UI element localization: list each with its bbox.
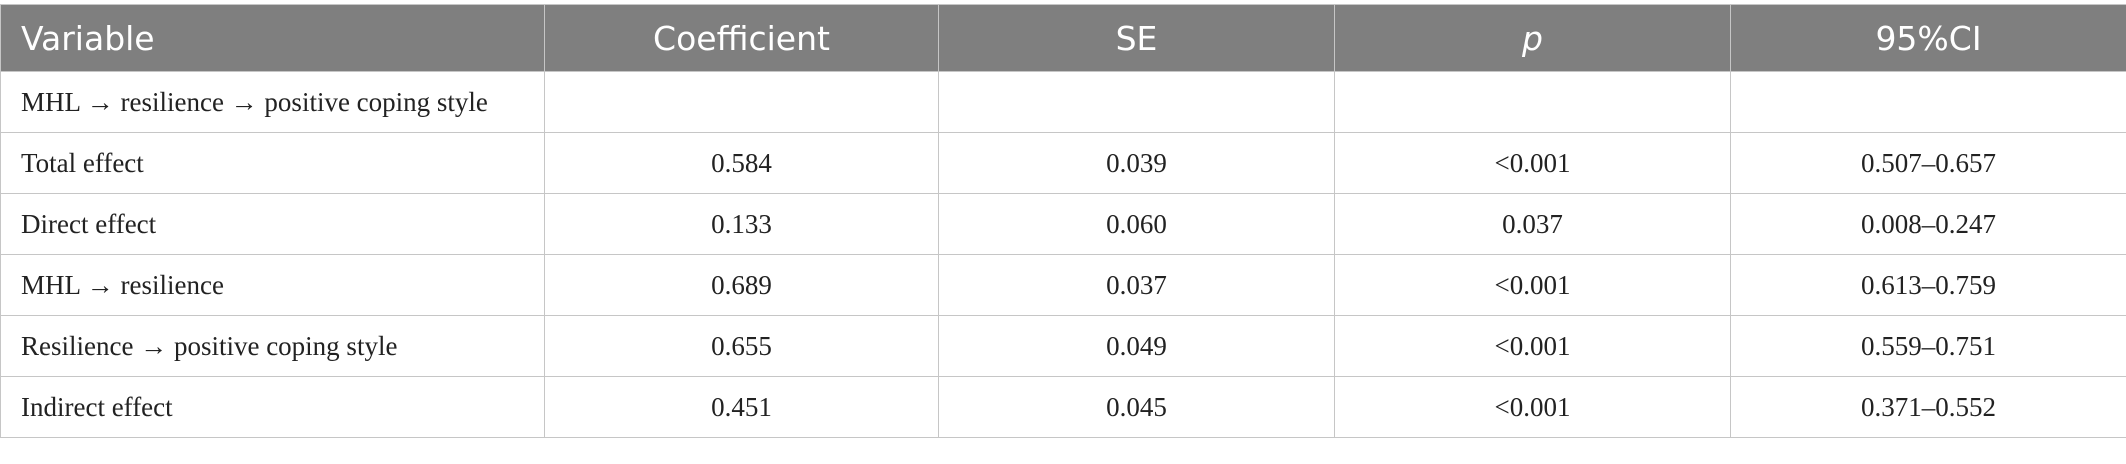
table-cell: 0.689 <box>545 255 939 316</box>
table-cell: 0.655 <box>545 316 939 377</box>
column-header: SE <box>939 5 1335 72</box>
empty-cell <box>1335 72 1731 133</box>
table-cell: 0.045 <box>939 377 1335 438</box>
row-label: Total effect <box>1 133 545 194</box>
table-row: MHL → resilience → positive coping style <box>1 72 2126 133</box>
table-cell: 0.507–0.657 <box>1731 133 2126 194</box>
table-cell: <0.001 <box>1335 377 1731 438</box>
table-cell: <0.001 <box>1335 133 1731 194</box>
table-body: MHL → resilience → positive coping style… <box>1 72 2126 438</box>
table-cell: 0.008–0.247 <box>1731 194 2126 255</box>
table-cell: <0.001 <box>1335 316 1731 377</box>
column-header: p <box>1335 5 1731 72</box>
column-header: Coefficient <box>545 5 939 72</box>
empty-cell <box>1731 72 2126 133</box>
row-label: Resilience → positive coping style <box>1 316 545 377</box>
table-cell: 0.559–0.751 <box>1731 316 2126 377</box>
empty-cell <box>545 72 939 133</box>
row-label: Direct effect <box>1 194 545 255</box>
row-label: MHL → resilience <box>1 255 545 316</box>
column-header: Variable <box>1 5 545 72</box>
row-label: MHL → resilience → positive coping style <box>1 72 545 133</box>
table-cell: 0.451 <box>545 377 939 438</box>
empty-cell <box>939 72 1335 133</box>
table-cell: <0.001 <box>1335 255 1731 316</box>
table-cell: 0.037 <box>1335 194 1731 255</box>
table-cell: 0.584 <box>545 133 939 194</box>
table-cell: 0.049 <box>939 316 1335 377</box>
table-cell: 0.371–0.552 <box>1731 377 2126 438</box>
table-cell: 0.037 <box>939 255 1335 316</box>
table-cell: 0.133 <box>545 194 939 255</box>
column-header: 95%CI <box>1731 5 2126 72</box>
table-cell: 0.039 <box>939 133 1335 194</box>
row-label: Indirect effect <box>1 377 545 438</box>
page: {"table": { "header": ["Variable", "Coef… <box>0 4 2126 464</box>
table-cell: 0.613–0.759 <box>1731 255 2126 316</box>
table-cell: 0.060 <box>939 194 1335 255</box>
